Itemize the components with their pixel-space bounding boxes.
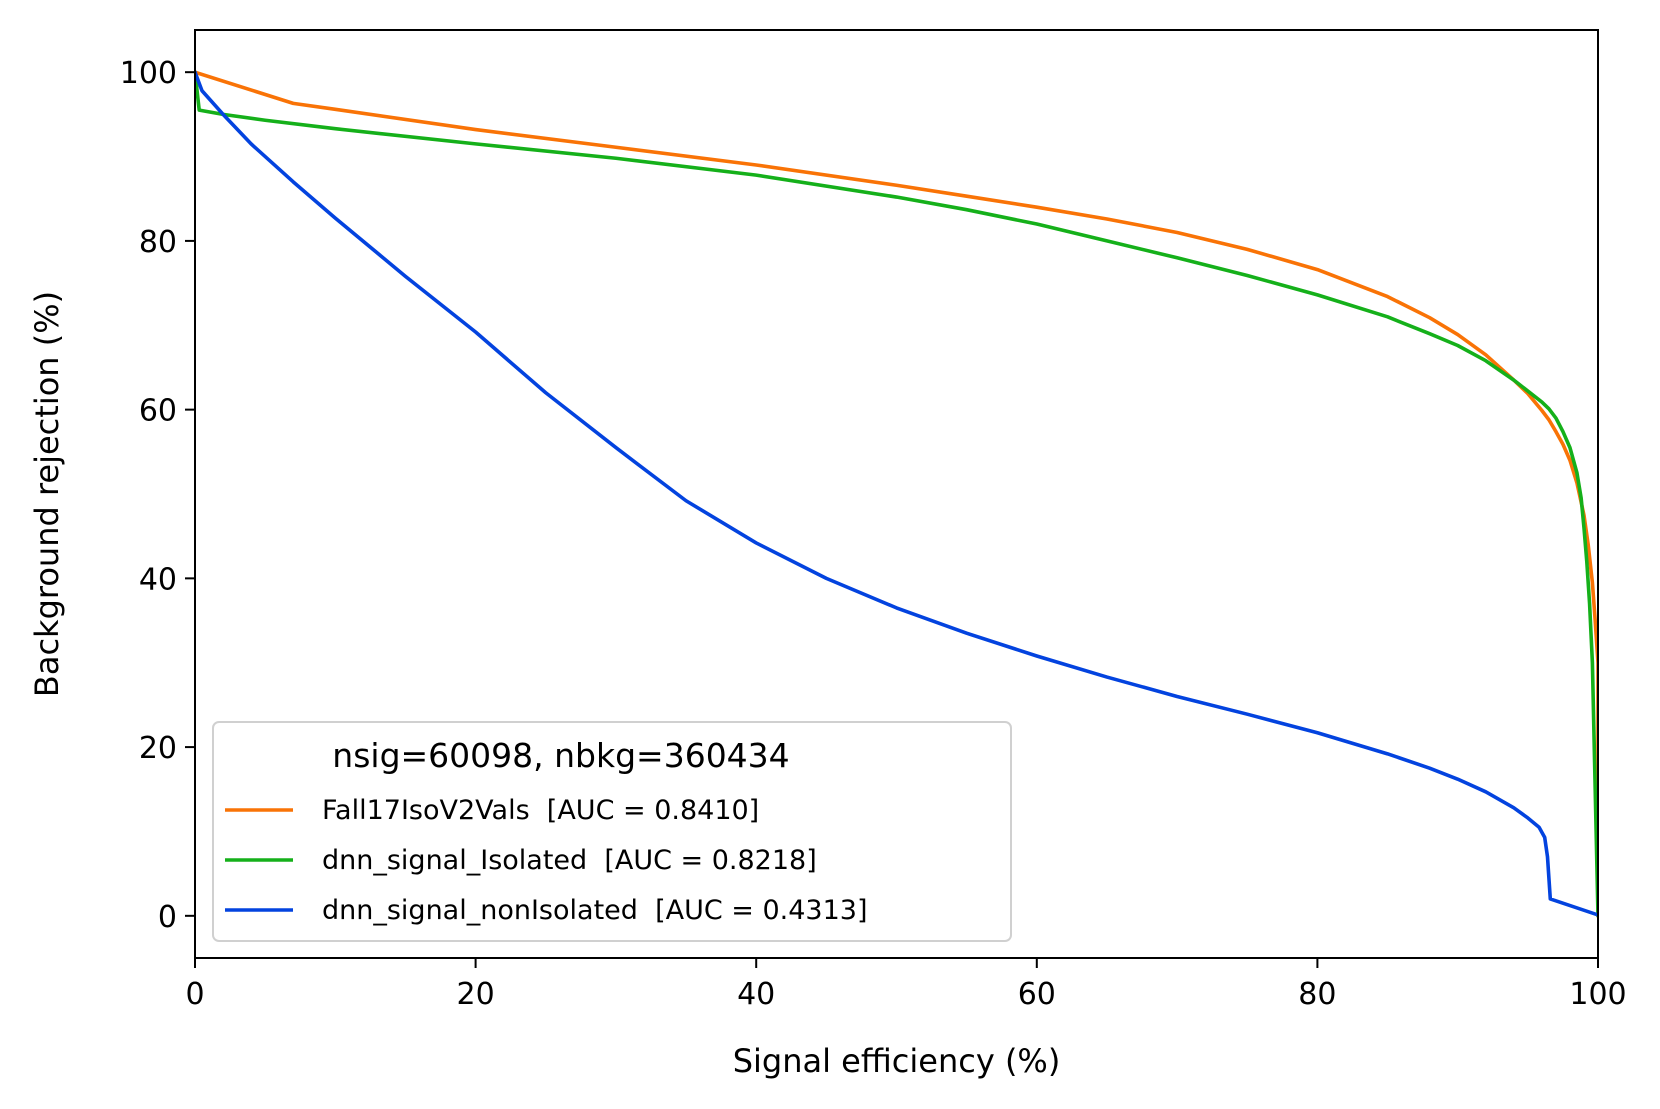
x-tick-label: 20	[457, 977, 495, 1012]
legend-entry-label: dnn_signal_nonIsolated [AUC = 0.4313]	[322, 895, 867, 926]
legend-title: nsig=60098, nbkg=360434	[332, 736, 789, 775]
legend-entries: Fall17IsoV2Vals [AUC = 0.8410] dnn_signal…	[225, 795, 867, 926]
y-tick-label: 20	[139, 731, 177, 766]
x-axis-label: Signal efficiency (%)	[733, 1042, 1061, 1080]
legend-box	[212, 721, 1012, 942]
legend-entry-label: Fall17IsoV2Vals [AUC = 0.8410]	[322, 795, 759, 826]
plot-frame	[194, 29, 1599, 959]
x-tick-label: 100	[1569, 977, 1626, 1012]
series-line-2	[195, 70, 1598, 917]
y-tick-label: 60	[139, 394, 177, 429]
legend: nsig=60098, nbkg=360434 Fall17IsoV2Vals …	[212, 721, 1012, 942]
x-axis: 0 20 40 60 80 100	[185, 958, 1627, 1012]
legend-entry-label: dnn_signal_Isolated [AUC = 0.8218]	[322, 845, 817, 876]
y-axis: 0 20 40 60 80 100	[120, 56, 195, 935]
y-tick-label: 0	[158, 900, 177, 935]
x-tick-label: 0	[185, 977, 204, 1012]
series-line-1	[195, 70, 1598, 918]
y-tick-label: 100	[120, 56, 177, 91]
y-tick-label: 80	[139, 225, 177, 260]
series-layer	[195, 70, 1598, 918]
x-tick-label: 60	[1018, 977, 1056, 1012]
y-axis-label: Background rejection (%)	[28, 291, 66, 697]
x-tick-label: 40	[737, 977, 775, 1012]
y-tick-label: 40	[139, 562, 177, 597]
x-tick-label: 80	[1298, 977, 1336, 1012]
